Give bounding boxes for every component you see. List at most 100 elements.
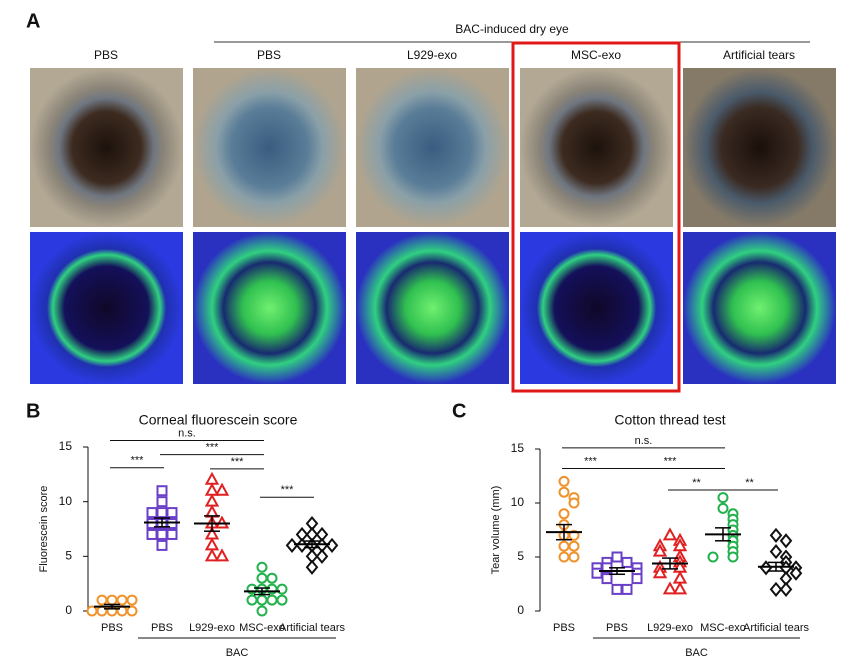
x-tick-label: PBS [606, 622, 628, 634]
panel-label: A [26, 10, 40, 32]
point [285, 537, 299, 553]
point [769, 527, 783, 543]
point [558, 551, 570, 563]
point [717, 492, 729, 504]
point [621, 583, 633, 595]
point [204, 482, 220, 496]
point [266, 594, 278, 606]
point [631, 573, 643, 585]
point [204, 493, 220, 507]
point [146, 528, 158, 540]
point [611, 583, 623, 595]
point [779, 581, 793, 597]
x-tick-label: PBS [151, 622, 173, 634]
point [214, 482, 230, 496]
y-tick-label: 15 [59, 439, 73, 453]
y-tick-label: 0 [517, 603, 524, 617]
y-tick-label: 15 [511, 441, 525, 455]
point [558, 475, 570, 487]
point [707, 551, 719, 563]
point [106, 594, 118, 606]
point [156, 496, 168, 508]
column-label: PBS [94, 48, 118, 62]
group-label: BAC [685, 647, 708, 659]
point [166, 507, 178, 519]
point [166, 528, 178, 540]
column-label: MSC-exo [571, 48, 621, 62]
significance-label: ** [745, 477, 754, 489]
point [266, 572, 278, 584]
x-tick-label: MSC-exo [700, 622, 746, 634]
x-tick-label: MSC-exo [239, 622, 285, 634]
photos [30, 68, 836, 384]
point [717, 502, 729, 514]
point [568, 551, 580, 563]
y-tick-label: 5 [65, 549, 72, 563]
highlight-box [511, 41, 681, 393]
point [568, 497, 580, 509]
point [156, 539, 168, 551]
point [166, 518, 178, 530]
point [214, 548, 230, 562]
y-tick-label: 0 [65, 603, 72, 617]
y-axis-label: Fluorescein score [38, 486, 50, 573]
significance-label: *** [584, 455, 598, 467]
x-tick-label: Artificial tears [279, 622, 346, 634]
point [256, 561, 268, 573]
point [146, 518, 158, 530]
x-tick-label: L929-exo [647, 622, 693, 634]
significance-label: *** [206, 442, 220, 454]
point [769, 544, 783, 560]
y-axis-label: Tear volume (mm) [490, 486, 502, 575]
column-label: PBS [257, 48, 281, 62]
point [558, 540, 570, 552]
significance-label: ** [692, 477, 701, 489]
point [156, 507, 168, 519]
significance-label: *** [281, 484, 295, 496]
point [86, 605, 98, 617]
point [325, 537, 339, 553]
point [96, 594, 108, 606]
point [672, 570, 688, 584]
x-tick-label: PBS [553, 622, 575, 634]
point [789, 565, 803, 581]
significance-label: n.s. [178, 427, 196, 439]
point [727, 551, 739, 563]
point [126, 594, 138, 606]
x-tick-label: L929-exo [189, 622, 235, 634]
group-label: BAC [226, 647, 249, 659]
point [558, 486, 570, 498]
significance-label: *** [664, 455, 678, 467]
point [156, 485, 168, 497]
point [305, 559, 319, 575]
point [116, 594, 128, 606]
point [652, 543, 668, 557]
point [611, 551, 623, 563]
panel-label: C [452, 400, 466, 422]
significance-label: *** [131, 455, 145, 467]
group-label: BAC-induced dry eye [455, 22, 569, 36]
point [204, 548, 220, 562]
point [672, 581, 688, 595]
point [146, 507, 158, 519]
point [204, 471, 220, 485]
point [276, 594, 288, 606]
point [652, 565, 668, 579]
point [256, 594, 268, 606]
point [558, 508, 570, 520]
point [315, 548, 329, 564]
x-tick-label: PBS [101, 622, 123, 634]
y-tick-label: 5 [517, 549, 524, 563]
point [256, 572, 268, 584]
point [246, 594, 258, 606]
point [601, 573, 613, 585]
point [779, 533, 793, 549]
point [621, 556, 633, 568]
y-tick-label: 10 [511, 495, 525, 509]
point [156, 528, 168, 540]
significance-label: n.s. [635, 435, 653, 447]
point [126, 605, 138, 617]
point [116, 605, 128, 617]
chart-title: Cotton thread test [614, 412, 725, 428]
